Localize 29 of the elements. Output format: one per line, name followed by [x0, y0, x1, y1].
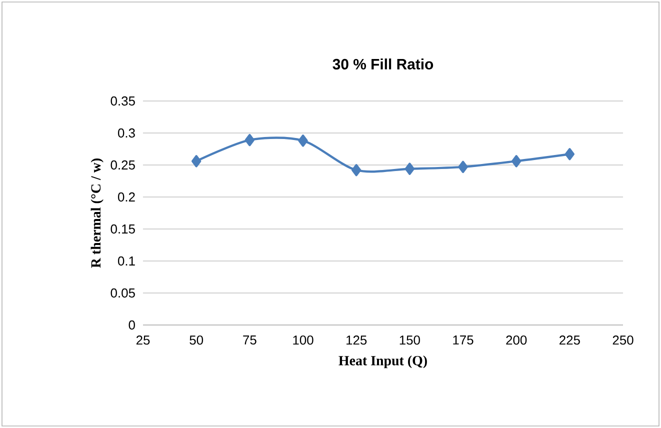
y-axis-title: R thermal (°C / w) [90, 158, 104, 268]
x-tick-label: 100 [293, 336, 314, 345]
point [511, 155, 522, 168]
point [404, 162, 415, 175]
x-tick-label: 125 [346, 336, 367, 345]
point [191, 155, 202, 168]
y-tick-label: 0.25 [110, 160, 135, 170]
point [244, 134, 255, 146]
x-tick-label: 150 [400, 336, 420, 345]
y-tick-label: 0.3 [118, 128, 135, 138]
x-axis-title: Heat Input (Q) [338, 356, 427, 368]
x-tick-label: 75 [243, 336, 256, 345]
x-tick-label: 225 [560, 336, 580, 345]
y-tick-label: 0.2 [118, 192, 135, 202]
x-tick-label: 25 [136, 336, 150, 345]
y-tick-label: 0.35 [110, 96, 135, 106]
x-tick-label: 175 [453, 336, 474, 345]
x-tick-label: 200 [506, 336, 527, 345]
x-tick-label: 50 [190, 336, 204, 345]
point [298, 134, 308, 147]
y-tick-label: 0.15 [110, 224, 135, 234]
y-tick-label: 0.05 [110, 288, 135, 298]
chart-title: 30 % Fill Ratio [332, 58, 434, 70]
point [564, 148, 575, 160]
y-tick-label: 0.1 [118, 256, 135, 266]
point [458, 160, 468, 174]
x-tick-label: 250 [612, 336, 634, 345]
point [351, 164, 362, 176]
y-tick-label: 0 [128, 320, 135, 330]
